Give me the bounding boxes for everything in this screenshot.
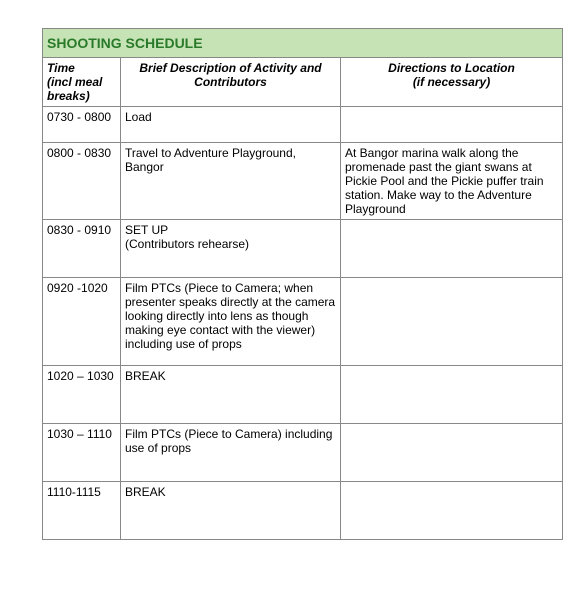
cell-desc: Film PTCs (Piece to Camera; when present… — [121, 278, 341, 366]
header-time: Time (incl meal breaks) — [43, 58, 121, 107]
table-row: 1030 – 1110Film PTCs (Piece to Camera) i… — [43, 424, 563, 482]
cell-time: 1020 – 1030 — [43, 366, 121, 424]
cell-desc: BREAK — [121, 366, 341, 424]
cell-time: 0800 - 0830 — [43, 143, 121, 220]
cell-desc: Load — [121, 107, 341, 143]
page-container: SHOOTING SCHEDULE Time (incl meal breaks… — [0, 0, 585, 540]
title-row: SHOOTING SCHEDULE — [43, 29, 563, 58]
cell-desc: Film PTCs (Piece to Camera) including us… — [121, 424, 341, 482]
cell-time: 1110-1115 — [43, 482, 121, 540]
header-dir: Directions to Location (if necessary) — [341, 58, 563, 107]
cell-dir — [341, 424, 563, 482]
table-title: SHOOTING SCHEDULE — [43, 29, 563, 58]
cell-time: 0920 -1020 — [43, 278, 121, 366]
cell-desc: SET UP (Contributors rehearse) — [121, 220, 341, 278]
cell-desc: Travel to Adventure Playground, Bangor — [121, 143, 341, 220]
table-row: 0730 - 0800Load — [43, 107, 563, 143]
cell-dir: At Bangor marina walk along the promenad… — [341, 143, 563, 220]
cell-dir — [341, 220, 563, 278]
table-row: 0830 - 0910SET UP (Contributors rehearse… — [43, 220, 563, 278]
cell-dir — [341, 482, 563, 540]
cell-time: 0830 - 0910 — [43, 220, 121, 278]
table-row: 1110-1115BREAK — [43, 482, 563, 540]
header-desc: Brief Description of Activity and Contri… — [121, 58, 341, 107]
cell-time: 1030 – 1110 — [43, 424, 121, 482]
table-row: 1020 – 1030BREAK — [43, 366, 563, 424]
schedule-table: SHOOTING SCHEDULE Time (incl meal breaks… — [42, 28, 563, 540]
table-body: SHOOTING SCHEDULE Time (incl meal breaks… — [43, 29, 563, 540]
cell-dir — [341, 278, 563, 366]
cell-dir — [341, 107, 563, 143]
table-row: 0920 -1020Film PTCs (Piece to Camera; wh… — [43, 278, 563, 366]
cell-time: 0730 - 0800 — [43, 107, 121, 143]
table-row: 0800 - 0830Travel to Adventure Playgroun… — [43, 143, 563, 220]
cell-dir — [341, 366, 563, 424]
header-row: Time (incl meal breaks) Brief Descriptio… — [43, 58, 563, 107]
cell-desc: BREAK — [121, 482, 341, 540]
